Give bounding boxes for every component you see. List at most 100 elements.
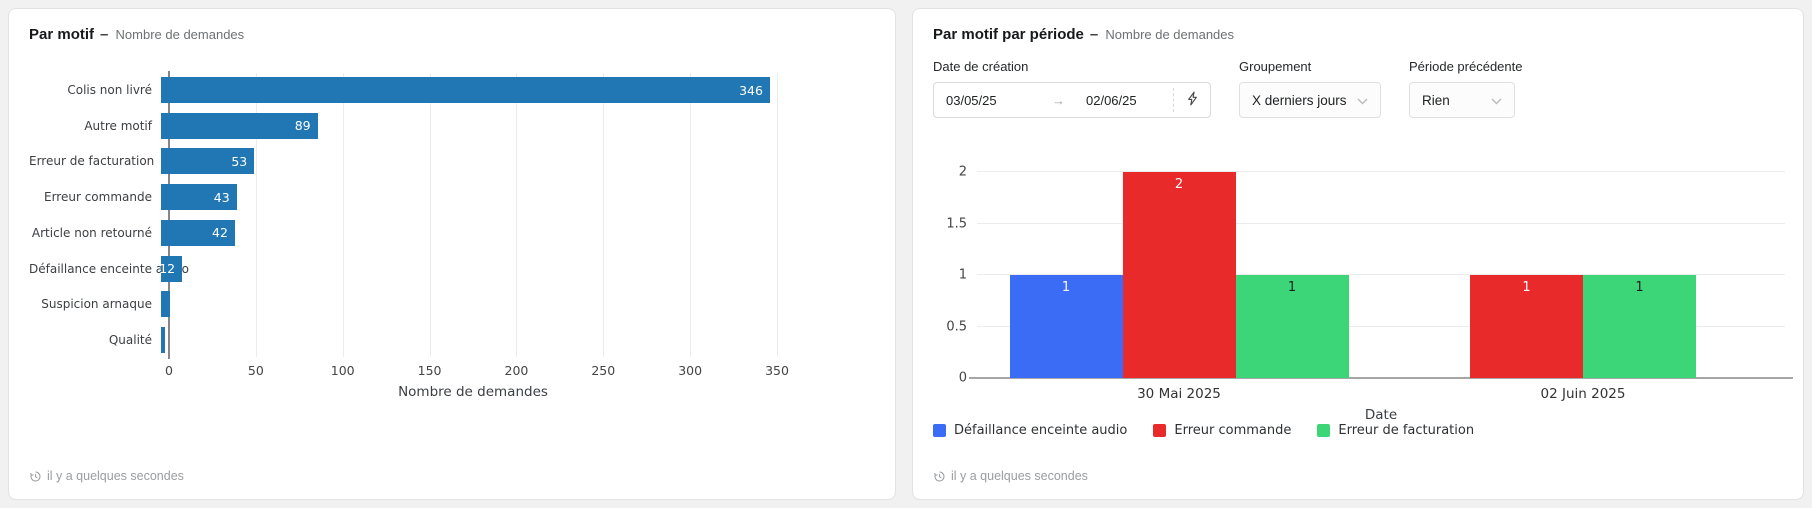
gridline: [429, 73, 431, 357]
bar-value-label: 1: [1635, 280, 1644, 295]
panel-title: Par motif par période: [933, 26, 1084, 43]
bar[interactable]: 89: [161, 112, 318, 139]
bar-track: [161, 291, 777, 318]
previous-period-label: Période précédente: [1409, 59, 1523, 74]
bar-value-label: 53: [231, 153, 248, 169]
gridline: [777, 73, 778, 357]
panel-par-motif: Par motif – Nombre de demandes Colis non …: [8, 8, 896, 500]
bar-value-label: 12: [161, 261, 176, 277]
gridline: [255, 73, 257, 357]
category-label: Erreur commande: [44, 190, 152, 205]
last-updated-text: il y a quelques secondes: [951, 469, 1088, 483]
bar[interactable]: [161, 291, 170, 318]
last-updated: il y a quelques secondes: [933, 469, 1088, 483]
bar-groups: 1 2 1 1 1: [977, 172, 1785, 378]
gridline: [342, 73, 344, 357]
legend-label: Erreur de facturation: [1338, 423, 1475, 438]
chart-gridlines: [977, 171, 1785, 378]
bar[interactable]: [161, 326, 165, 353]
x-tick-label: 50: [247, 363, 264, 378]
date-range-input[interactable]: 03/05/25 → 02/06/25: [933, 82, 1211, 118]
gridline: [516, 73, 518, 357]
date-filter-group: Date de création 03/05/25 → 02/06/25: [933, 59, 1211, 118]
gridline: [977, 171, 1785, 172]
bar-value-label: 2: [1174, 177, 1184, 192]
bar-value-label: 43: [213, 189, 230, 205]
grouping-group: Groupement X derniers jours: [1239, 59, 1381, 118]
bar[interactable]: 1: [1470, 275, 1583, 378]
gridline: [690, 73, 692, 357]
x-tick-label: 350: [765, 363, 789, 378]
panel-header: Par motif par période – Nombre de demande…: [913, 9, 1803, 43]
panel-subtitle: Nombre de demandes: [115, 27, 245, 42]
bar[interactable]: 42: [161, 219, 235, 246]
bar-row: Erreur commande 43: [29, 184, 777, 211]
bar-value-label: 346: [739, 82, 763, 98]
panel-par-motif-par-periode: Par motif par période – Nombre de demande…: [912, 8, 1804, 500]
bar[interactable]: 1: [1009, 275, 1123, 378]
clock-history-icon: [29, 470, 42, 483]
legend-item[interactable]: Erreur commande: [1153, 423, 1291, 438]
previous-period-group: Période précédente Rien: [1409, 59, 1522, 118]
bar-value-label: 1: [1522, 280, 1531, 295]
bar-group: 1 2 1: [977, 172, 1381, 378]
y-tick-label: 1: [958, 267, 967, 283]
grouping-value: X derniers jours: [1252, 92, 1347, 108]
category-label: Qualité: [108, 332, 152, 347]
legend-swatch: [1317, 424, 1331, 437]
title-dash: –: [1089, 26, 1099, 43]
x-tick-label: 02 Juin 2025: [1540, 386, 1626, 402]
bar-row: Qualité: [29, 326, 777, 353]
legend-swatch: [933, 424, 946, 437]
legend-item[interactable]: Défaillance enceinte audio: [933, 423, 1127, 438]
bar-row: Colis non livré 346: [29, 77, 777, 103]
category-label: Colis non livré: [67, 83, 152, 97]
bar[interactable]: 1: [1235, 275, 1349, 378]
bar-track: 43: [161, 184, 777, 211]
bar-value-label: 89: [294, 118, 311, 134]
y-tick-label: 0: [958, 370, 967, 386]
date-end-value[interactable]: 02/06/25: [1086, 92, 1137, 108]
quick-date-button[interactable]: [1174, 83, 1210, 117]
panel-title: Par motif: [29, 26, 95, 43]
bar[interactable]: 43: [161, 184, 237, 211]
bar-track: 346: [161, 77, 777, 103]
bar[interactable]: 346: [161, 77, 770, 103]
x-tick-label: 300: [678, 363, 703, 378]
gridline: [977, 325, 1785, 327]
date-start-value[interactable]: 03/05/25: [946, 92, 997, 108]
bar-value-label: 42: [212, 225, 228, 241]
legend-item[interactable]: Erreur de facturation: [1317, 423, 1474, 438]
bar-track: 12: [161, 255, 777, 282]
category-label: Article non retourné: [31, 225, 152, 240]
clock-history-icon: [933, 470, 946, 483]
bar[interactable]: 53: [161, 148, 255, 175]
bar-rows: Colis non livré 346 Autre motif 89 Erreur de…: [29, 77, 777, 353]
category-label: Défaillance enceinte audio: [29, 261, 190, 276]
bar[interactable]: 12: [161, 255, 183, 282]
x-axis: 0 50 100 150 200 250 300 350: [165, 363, 789, 379]
date-filter-label: Date de création: [933, 59, 1029, 74]
x-tick-label: 150: [417, 363, 442, 378]
bar[interactable]: 2: [1122, 172, 1236, 378]
category-label: Autre motif: [84, 118, 152, 133]
panel-header: Par motif – Nombre de demandes: [9, 9, 895, 43]
bar-track: 89: [161, 112, 777, 139]
grouping-select[interactable]: X derniers jours: [1239, 82, 1381, 118]
previous-period-select[interactable]: Rien: [1409, 82, 1515, 118]
date-range-arrow-icon: →: [1052, 92, 1065, 108]
bar[interactable]: 1: [1583, 275, 1696, 378]
x-tick-label: 0: [165, 363, 173, 378]
legend-label: Défaillance enceinte audio: [954, 423, 1128, 438]
legend-label: Erreur commande: [1174, 423, 1292, 438]
bar-row: Défaillance enceinte audio 12: [29, 255, 777, 282]
gridline: [977, 274, 1785, 275]
grouping-label: Groupement: [1239, 59, 1312, 74]
divider: [1173, 88, 1174, 112]
chevron-down-icon: [1491, 93, 1502, 108]
x-tick-label: 30 Mai 2025: [1137, 386, 1221, 402]
bar-value-label: 1: [1061, 280, 1071, 295]
bar-row: Autre motif 89: [29, 112, 777, 139]
panel-subtitle: Nombre de demandes: [1105, 27, 1235, 42]
